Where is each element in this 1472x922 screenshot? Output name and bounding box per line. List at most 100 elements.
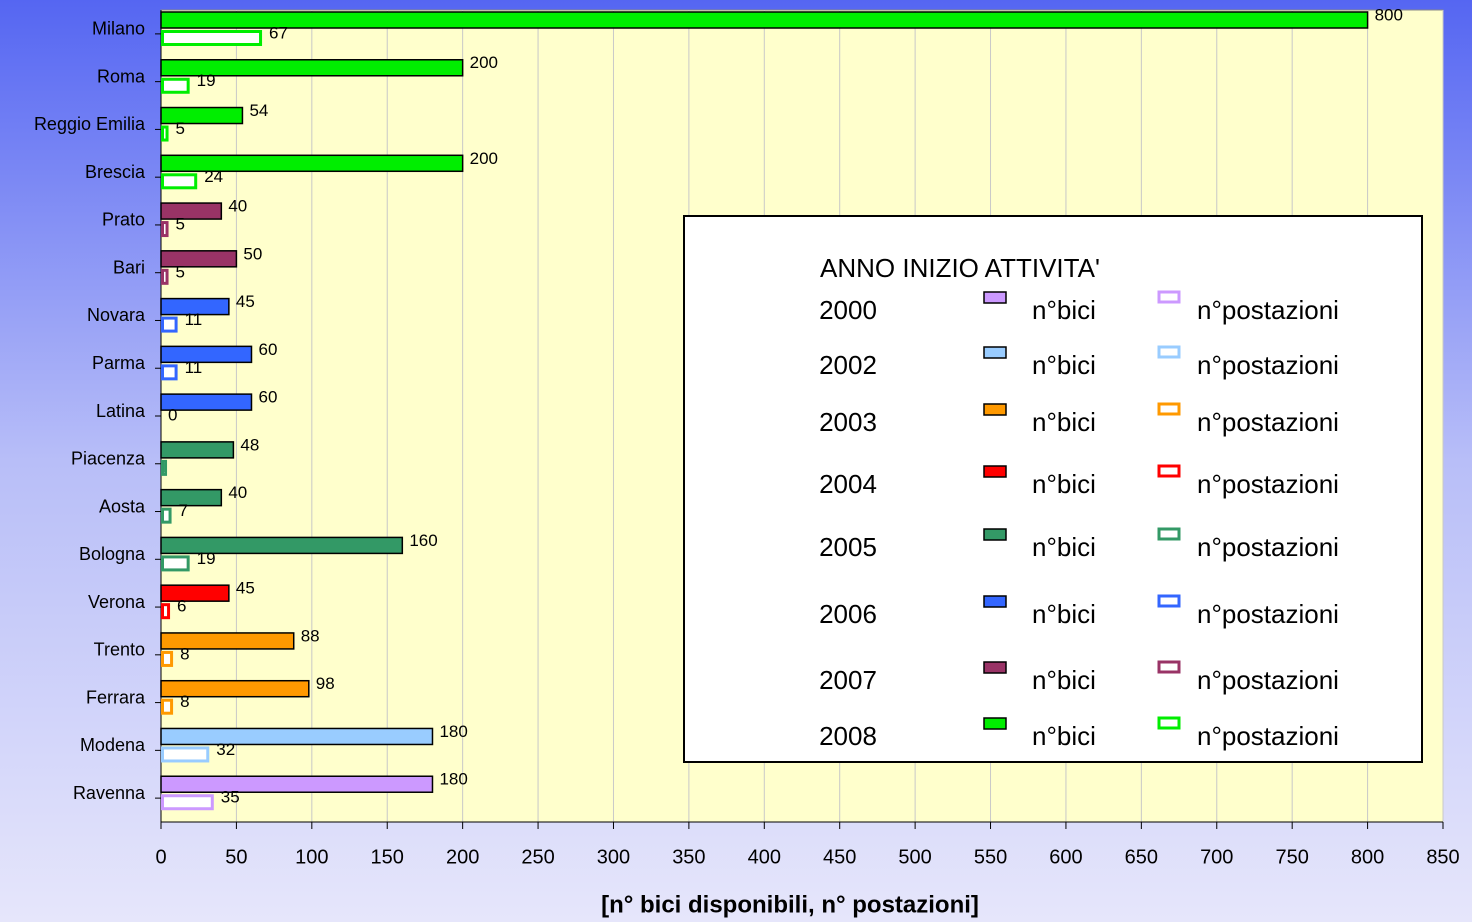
- bar: [160, 59, 464, 77]
- legend-entry: n°bici: [1032, 350, 1096, 380]
- legend-entry: n°postazioni: [1197, 599, 1339, 629]
- legend-entry: n°bici: [1032, 721, 1096, 751]
- bar: [160, 11, 1369, 29]
- legend-year: 2008: [819, 721, 877, 751]
- y-tick-label: Aosta: [99, 496, 146, 516]
- legend-box: [683, 215, 1423, 763]
- data-label: 24: [204, 167, 223, 186]
- bar: [160, 679, 310, 698]
- x-tick-label: 450: [823, 846, 856, 868]
- legend-entry: n°postazioni: [1197, 295, 1339, 325]
- data-label: 800: [1375, 5, 1403, 24]
- bar: [160, 393, 253, 411]
- legend-swatch: [983, 661, 1007, 674]
- legend-swatch: [1157, 660, 1181, 674]
- outline-bar: [161, 364, 178, 381]
- outline-bar: [161, 650, 174, 667]
- x-tick-label: 800: [1351, 846, 1384, 868]
- legend-entry: n°bici: [1032, 295, 1096, 325]
- legend-swatch: [983, 291, 1007, 304]
- x-tick-label: 50: [225, 846, 247, 868]
- legend-swatch: [1157, 290, 1181, 304]
- x-tick-label: 650: [1125, 846, 1158, 868]
- data-label: 160: [409, 531, 437, 550]
- outline-bar: [161, 268, 169, 285]
- outline-bar: [161, 125, 169, 142]
- x-tick-label: 400: [748, 846, 781, 868]
- legend-entry: n°postazioni: [1197, 665, 1339, 695]
- bar: [160, 536, 404, 555]
- legend-entry: n°postazioni: [1197, 721, 1339, 751]
- data-label: 7: [179, 501, 188, 520]
- bar: [160, 250, 238, 268]
- legend-entry: n°bici: [1032, 469, 1096, 499]
- outline-bar: [161, 507, 172, 524]
- data-label: 67: [269, 23, 288, 42]
- legend-year: 2000: [819, 295, 877, 325]
- x-tick-label: 850: [1426, 846, 1459, 868]
- x-tick-label: 700: [1200, 846, 1233, 868]
- x-tick-label: 750: [1275, 846, 1308, 868]
- x-tick-label: 200: [446, 846, 479, 868]
- data-label: 8: [180, 644, 189, 663]
- data-label: 200: [470, 53, 498, 72]
- outline-bar: [161, 794, 214, 811]
- legend-year: 2007: [819, 665, 877, 695]
- data-label: 200: [470, 149, 498, 168]
- legend-swatch: [1157, 402, 1181, 416]
- legend-swatch: [983, 717, 1007, 730]
- legend-swatch: [1157, 594, 1181, 608]
- legend-title: ANNO INIZIO ATTIVITA': [820, 253, 1100, 283]
- outline-bar: [161, 459, 168, 476]
- y-tick-label: Verona: [88, 592, 146, 612]
- legend-swatch: [983, 403, 1007, 416]
- data-label: 180: [439, 722, 467, 741]
- x-tick-label: 350: [672, 846, 705, 868]
- outline-bar: [161, 173, 198, 190]
- data-label: 180: [439, 770, 467, 789]
- legend-swatch: [1157, 464, 1181, 478]
- data-label: 60: [258, 340, 277, 359]
- data-label: 11: [185, 310, 203, 329]
- bar: [160, 202, 223, 220]
- legend-entry: n°postazioni: [1197, 469, 1339, 499]
- legend-swatch: [1157, 345, 1181, 359]
- data-label: 11: [185, 358, 203, 377]
- y-tick-label: Modena: [80, 735, 146, 755]
- data-label: 98: [316, 674, 335, 693]
- outline-bar: [161, 30, 263, 46]
- bar: [160, 154, 464, 173]
- legend-entry: n°bici: [1032, 407, 1096, 437]
- data-label: 5: [176, 119, 185, 138]
- outline-bar: [161, 316, 178, 333]
- legend-year: 2003: [819, 407, 877, 437]
- legend-year: 2004: [819, 469, 877, 499]
- y-tick-label: Milano: [92, 19, 145, 39]
- y-tick-label: Reggio Emilia: [34, 114, 146, 134]
- bar: [160, 297, 230, 316]
- bar: [160, 106, 244, 125]
- outline-bar: [161, 746, 210, 763]
- outline-bar: [161, 77, 190, 94]
- x-tick-label: 100: [295, 846, 328, 868]
- data-label: 32: [216, 740, 235, 759]
- data-label: 19: [197, 71, 216, 90]
- legend-entry: n°bici: [1032, 599, 1096, 629]
- data-label: 40: [228, 483, 247, 502]
- y-tick-label: Trento: [94, 640, 145, 660]
- x-tick-label: 300: [597, 846, 630, 868]
- data-label: 5: [176, 215, 185, 234]
- data-label: 6: [177, 597, 186, 616]
- bar: [160, 727, 434, 746]
- legend-year: 2002: [819, 350, 877, 380]
- data-label: 35: [221, 788, 240, 807]
- x-axis-title: [n° bici disponibili, n° postazioni]: [601, 891, 979, 918]
- data-label: 0: [168, 406, 177, 425]
- y-tick-label: Bologna: [79, 544, 146, 564]
- y-tick-label: Brescia: [85, 162, 146, 182]
- bar: [160, 632, 295, 650]
- legend-swatch: [1157, 716, 1181, 730]
- legend-swatch: [983, 595, 1007, 608]
- legend-year: 2006: [819, 599, 877, 629]
- outline-bar: [161, 221, 169, 238]
